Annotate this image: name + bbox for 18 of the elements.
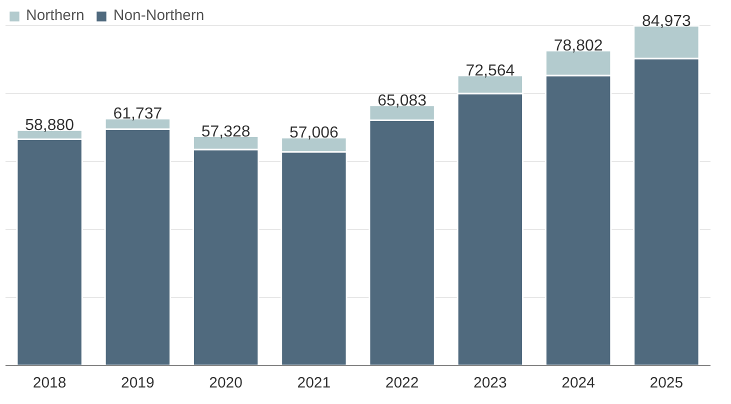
annotation: 57,328 (201, 123, 250, 140)
annotation: 84,973 (642, 12, 692, 30)
annotation: 65,083 (378, 92, 427, 110)
annotation: 78,802 (554, 38, 603, 55)
x-tick-label: 2020 (209, 374, 243, 392)
annotation: 57,006 (289, 124, 339, 142)
x-tick-label: 2018 (32, 374, 66, 392)
x-tick-label: 2023 (474, 374, 507, 392)
x-tick-label: 2024 (562, 374, 596, 392)
x-tick-label: 2021 (297, 374, 331, 392)
annotation: 58,880 (25, 117, 74, 134)
x-tick-label: 2019 (121, 374, 154, 392)
legend-label: Northern (26, 7, 84, 24)
x-tick-label: 2025 (650, 374, 684, 392)
annotation: 72,564 (466, 62, 515, 80)
annotation: 61,737 (113, 106, 162, 123)
legend-label: Non-Northern (113, 7, 204, 24)
x-tick-label: 2022 (385, 374, 419, 392)
